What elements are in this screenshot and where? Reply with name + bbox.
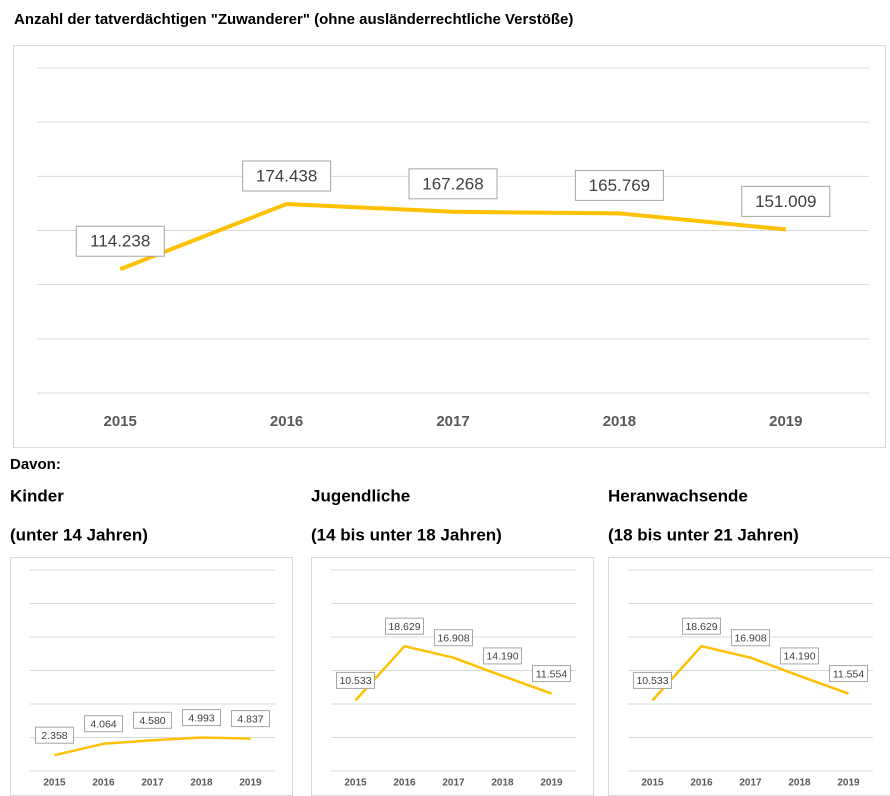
data-label-box xyxy=(741,185,831,217)
x-tick-label: 2019 xyxy=(837,778,860,789)
data-label: 14.190 xyxy=(486,651,518,663)
data-label: 11.554 xyxy=(833,668,864,680)
data-line xyxy=(54,736,251,757)
data-label: 174.438 xyxy=(256,167,317,186)
x-tick-label: 2018 xyxy=(603,413,636,430)
data-label-box xyxy=(231,710,270,728)
data-label: 14.190 xyxy=(783,651,815,663)
x-tick-label: 2016 xyxy=(690,778,713,789)
chart-title: Anzahl der tatverdächtigen "Zuwanderer" … xyxy=(14,11,573,28)
data-label: 114.238 xyxy=(90,232,150,251)
data-label: 4.580 xyxy=(139,715,165,727)
data-line xyxy=(119,202,786,272)
x-tick-label: 2016 xyxy=(393,778,416,789)
plot-frame xyxy=(10,557,293,796)
data-label: 165.769 xyxy=(589,176,650,195)
data-label-box xyxy=(483,647,522,665)
data-label-box xyxy=(35,726,74,744)
data-label: 16.908 xyxy=(734,632,766,644)
data-label: 4.064 xyxy=(90,719,116,731)
x-tick-label: 2017 xyxy=(436,413,469,430)
data-label: 11.554 xyxy=(536,668,567,680)
chart-title: Heranwachsende xyxy=(608,486,748,505)
chart-subtitle: (unter 14 Jahren) xyxy=(10,525,148,544)
x-tick-label: 2017 xyxy=(141,778,164,789)
x-tick-label: 2018 xyxy=(788,778,811,789)
data-label: 167.268 xyxy=(422,174,483,193)
data-label: 18.629 xyxy=(388,621,420,633)
x-tick-label: 2015 xyxy=(104,413,137,430)
x-tick-label: 2015 xyxy=(344,778,367,789)
data-line xyxy=(651,644,849,702)
chart-title: Jugendliche xyxy=(311,486,410,505)
data-label-box xyxy=(182,709,221,727)
chart-title: Kinder xyxy=(10,486,64,505)
data-label: 16.908 xyxy=(437,632,469,644)
x-tick-label: 2015 xyxy=(641,778,664,789)
data-label-box xyxy=(408,168,498,200)
chart-subtitle: (14 bis unter 18 Jahren) xyxy=(311,525,502,544)
x-tick-label: 2017 xyxy=(442,778,465,789)
data-label-box xyxy=(336,671,375,689)
data-label: 10.533 xyxy=(339,675,371,687)
data-label-box xyxy=(574,169,664,201)
data-label-box xyxy=(385,617,424,635)
data-label-box xyxy=(434,629,473,647)
x-tick-label: 2016 xyxy=(270,413,303,430)
x-tick-label: 2019 xyxy=(540,778,563,789)
x-tick-label: 2019 xyxy=(769,413,802,430)
data-label-box xyxy=(633,671,672,689)
x-tick-label: 2015 xyxy=(43,778,66,789)
data-label: 2.358 xyxy=(41,730,67,742)
x-tick-label: 2018 xyxy=(190,778,213,789)
data-label: 151.009 xyxy=(755,192,816,211)
data-label: 4.837 xyxy=(237,713,263,725)
data-label-box xyxy=(133,711,172,729)
data-label-box xyxy=(532,665,571,683)
data-label: 10.533 xyxy=(636,675,668,687)
data-label-box xyxy=(242,160,332,192)
data-label: 18.629 xyxy=(685,621,717,633)
data-label-box xyxy=(75,225,165,257)
chart-subtitle: (18 bis unter 21 Jahren) xyxy=(608,525,799,544)
data-line xyxy=(354,644,552,702)
data-label-box xyxy=(780,647,819,665)
data-label-box xyxy=(84,715,123,733)
x-tick-label: 2017 xyxy=(739,778,762,789)
x-tick-label: 2018 xyxy=(491,778,514,789)
data-label-box xyxy=(682,617,721,635)
x-tick-label: 2016 xyxy=(92,778,115,789)
data-label: 4.993 xyxy=(188,712,214,724)
section-label: Davon: xyxy=(10,456,61,473)
x-tick-label: 2019 xyxy=(239,778,262,789)
data-label-box xyxy=(829,665,868,683)
data-label-box xyxy=(731,629,770,647)
